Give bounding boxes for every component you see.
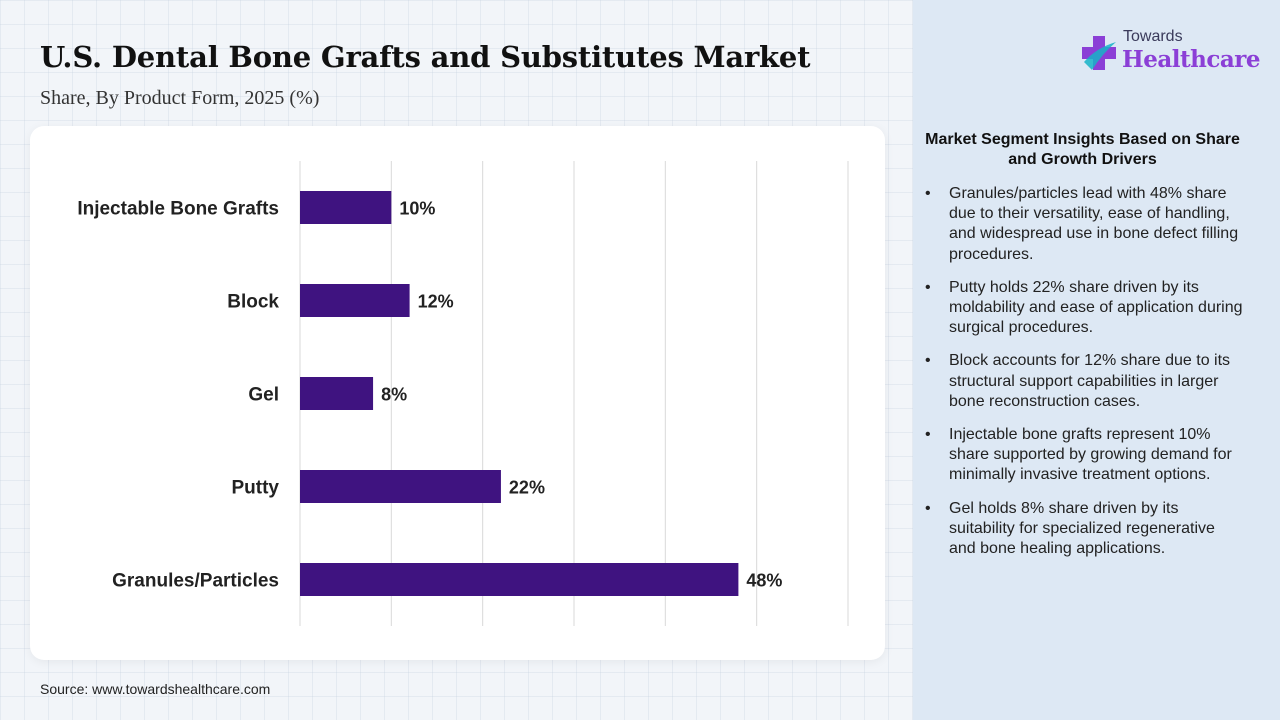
bullet-icon: • xyxy=(925,352,931,370)
insights-panel xyxy=(913,0,1280,720)
insight-item: • Injectable bone grafts represent 10% s… xyxy=(925,425,1245,486)
insight-text: Putty holds 22% share driven by its mold… xyxy=(949,278,1243,337)
bullet-icon: • xyxy=(925,499,931,517)
data-label: 48% xyxy=(746,571,782,591)
insight-text: Injectable bone grafts represent 10% sha… xyxy=(949,426,1232,484)
logo: Towards Healthcare xyxy=(1080,28,1261,78)
bullet-icon: • xyxy=(925,426,931,444)
category-label: Putty xyxy=(232,478,280,499)
insights-list: • Granules/particles lead with 48% share… xyxy=(925,184,1245,572)
data-label: 10% xyxy=(399,199,435,219)
bullet-icon: • xyxy=(925,185,931,202)
logo-top-text: Towards xyxy=(1123,28,1183,45)
insights-heading: Market Segment Insights Based on Share a… xyxy=(925,131,1240,168)
insight-item: • Gel holds 8% share driven by its suita… xyxy=(925,499,1245,560)
bar xyxy=(300,191,392,224)
source-note: Source: www.towardshealthcare.com xyxy=(40,681,271,697)
medical-cross-icon xyxy=(1082,36,1116,70)
bar xyxy=(300,377,374,410)
data-label: 22% xyxy=(509,478,545,498)
category-label: Block xyxy=(227,292,279,313)
insight-text: Gel holds 8% share driven by its suitabi… xyxy=(949,499,1215,558)
category-label: Granules/Particles xyxy=(112,571,279,592)
insight-text: Granules/particles lead with 48% share d… xyxy=(949,185,1239,263)
page-subtitle: Share, By Product Form, 2025 (%) xyxy=(40,87,320,109)
insight-item: • Block accounts for 12% share due to it… xyxy=(925,351,1245,412)
insight-text: Block accounts for 12% share due to its … xyxy=(949,352,1231,410)
category-label: Injectable Bone Grafts xyxy=(77,199,279,220)
bullet-icon: • xyxy=(925,278,931,296)
insight-item: • Granules/particles lead with 48% share… xyxy=(925,184,1245,265)
logo-main-text: Healthcare xyxy=(1122,46,1261,73)
data-label: 8% xyxy=(381,385,407,405)
bar xyxy=(300,470,501,503)
insight-item: • Putty holds 22% share driven by its mo… xyxy=(925,278,1245,339)
bar-chart: Injectable Bone Grafts 10% Block 12% Gel 8% Pu… xyxy=(77,161,849,626)
bar xyxy=(300,563,739,596)
category-label: Gel xyxy=(248,385,279,406)
data-label: 12% xyxy=(418,292,454,312)
page-title: U.S. Dental Bone Grafts and Substitutes … xyxy=(40,40,811,74)
bar xyxy=(300,284,410,317)
chart-card: Injectable Bone Grafts 10% Block 12% Gel 8% Pu… xyxy=(30,126,885,660)
